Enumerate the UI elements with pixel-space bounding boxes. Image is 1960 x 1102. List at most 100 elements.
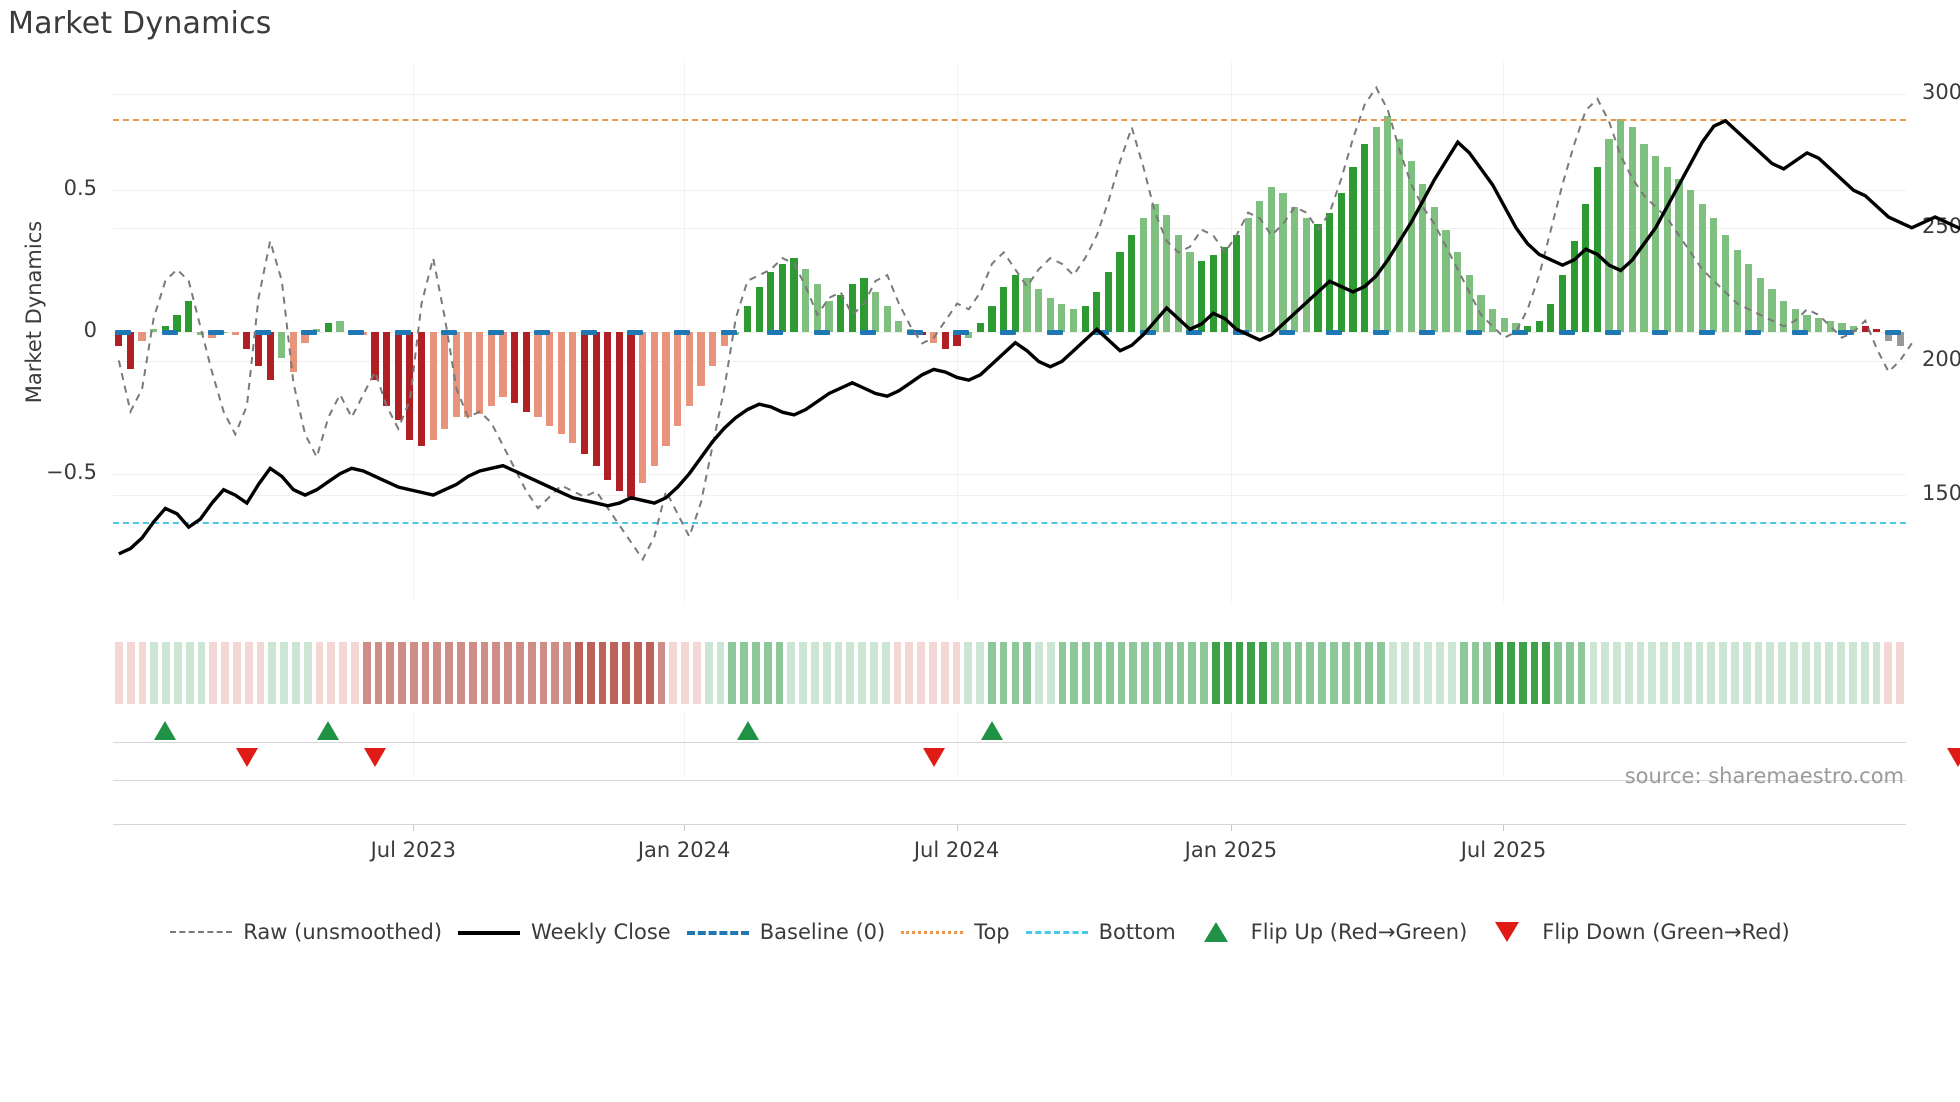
heat-cell <box>1884 642 1893 704</box>
heat-cell <box>681 642 689 704</box>
heat-cell <box>291 642 300 704</box>
bar <box>1838 323 1846 332</box>
bar <box>126 332 135 369</box>
heat-cell <box>1447 642 1456 704</box>
y-tick-right: 300 <box>1922 80 1960 105</box>
legend-line-swatch <box>170 923 233 941</box>
bar <box>557 332 565 435</box>
heat-cell <box>445 642 454 704</box>
heat-cell <box>740 642 748 704</box>
heat-cell <box>1506 642 1515 704</box>
legend-line-swatch <box>1025 923 1088 941</box>
bar <box>1675 178 1683 332</box>
legend-item[interactable]: Bottom <box>1025 920 1176 944</box>
baseline-segment <box>1046 330 1063 335</box>
heat-cell <box>1412 642 1421 704</box>
heat-cell <box>1554 642 1562 704</box>
heat-cell <box>1035 642 1043 704</box>
bar <box>1861 326 1869 332</box>
heat-cell <box>1624 642 1633 704</box>
bar <box>1302 218 1310 332</box>
baseline-segment <box>1186 330 1203 335</box>
legend-item[interactable]: Weekly Close <box>458 920 671 944</box>
legend-line-swatch <box>686 923 749 941</box>
heat-cell <box>374 642 383 704</box>
bar <box>1104 272 1113 332</box>
baseline-segment <box>1698 330 1715 335</box>
legend-item[interactable]: Flip Down (Green→Red) <box>1483 920 1790 944</box>
x-gridline <box>684 712 686 776</box>
heat-cell <box>256 642 265 704</box>
heat-cell <box>1082 642 1091 704</box>
heat-cell <box>1200 642 1209 704</box>
legend-line-swatch <box>901 923 964 941</box>
y-axis-left-label: Market Dynamics <box>22 220 46 404</box>
baseline-segment <box>1139 330 1156 335</box>
bar <box>1221 246 1229 332</box>
heat-cell <box>1436 642 1444 704</box>
heat-cell <box>775 642 784 704</box>
legend-label: Weekly Close <box>531 920 671 944</box>
baseline-segment <box>1512 330 1529 335</box>
bar <box>627 332 635 497</box>
heat-cell <box>504 642 513 704</box>
heat-cell <box>1400 642 1409 704</box>
bar <box>406 332 414 440</box>
heat-cell <box>1424 642 1433 704</box>
baseline-segment <box>580 330 597 335</box>
bar <box>1849 326 1858 332</box>
heat-cell <box>1695 642 1704 704</box>
bar <box>1721 235 1730 332</box>
triangle-down-icon <box>1495 922 1520 942</box>
heat-cell <box>822 642 831 704</box>
bar <box>534 332 542 418</box>
heat-cell <box>1259 642 1267 704</box>
baseline-segment <box>813 330 830 335</box>
regime-heat-strip <box>113 642 1906 704</box>
heat-cell <box>893 642 902 704</box>
heat-cell <box>1860 642 1869 704</box>
gridline-left-2 <box>113 474 1906 476</box>
bar <box>1326 212 1334 332</box>
x-tick-mark <box>1230 824 1232 831</box>
heat-cell <box>232 642 241 704</box>
heat-cell <box>1164 642 1173 704</box>
heat-cell <box>1872 642 1881 704</box>
legend-label: Top <box>974 920 1010 944</box>
bar <box>883 306 891 332</box>
heat-cell <box>1271 642 1279 704</box>
bar <box>860 278 868 332</box>
heat-cell <box>1589 642 1598 704</box>
heat-cell <box>1613 642 1621 704</box>
heat-cell <box>563 642 572 704</box>
bar <box>650 332 658 466</box>
bar <box>1686 189 1695 332</box>
heat-cell <box>622 642 631 704</box>
legend-item[interactable]: Raw (unsmoothed) <box>170 920 442 944</box>
bar <box>1640 144 1648 332</box>
heat-cell <box>634 642 642 704</box>
heat-cell <box>1766 642 1775 704</box>
bar <box>708 332 717 367</box>
bar <box>1163 215 1171 332</box>
bar <box>1768 289 1776 332</box>
heat-cell <box>1672 642 1680 704</box>
bar <box>941 332 950 350</box>
heat-cell <box>492 642 501 704</box>
bar <box>615 332 624 492</box>
heat-cell <box>952 642 961 704</box>
heat-cell <box>1778 642 1787 704</box>
baseline-segment <box>394 330 411 335</box>
baseline-segment <box>1791 330 1808 335</box>
bar <box>1011 275 1019 332</box>
legend-item[interactable]: Flip Up (Red→Green) <box>1192 920 1467 944</box>
bar <box>150 329 158 332</box>
legend-item[interactable]: Top <box>901 920 1010 944</box>
bar <box>778 263 787 332</box>
legend-item[interactable]: Baseline (0) <box>686 920 885 944</box>
heat-cell <box>268 642 277 704</box>
baseline-segment <box>1652 330 1668 335</box>
x-gridline <box>1503 712 1505 776</box>
heat-cell <box>999 642 1008 704</box>
y-tick-left: 0.5 <box>63 175 97 200</box>
